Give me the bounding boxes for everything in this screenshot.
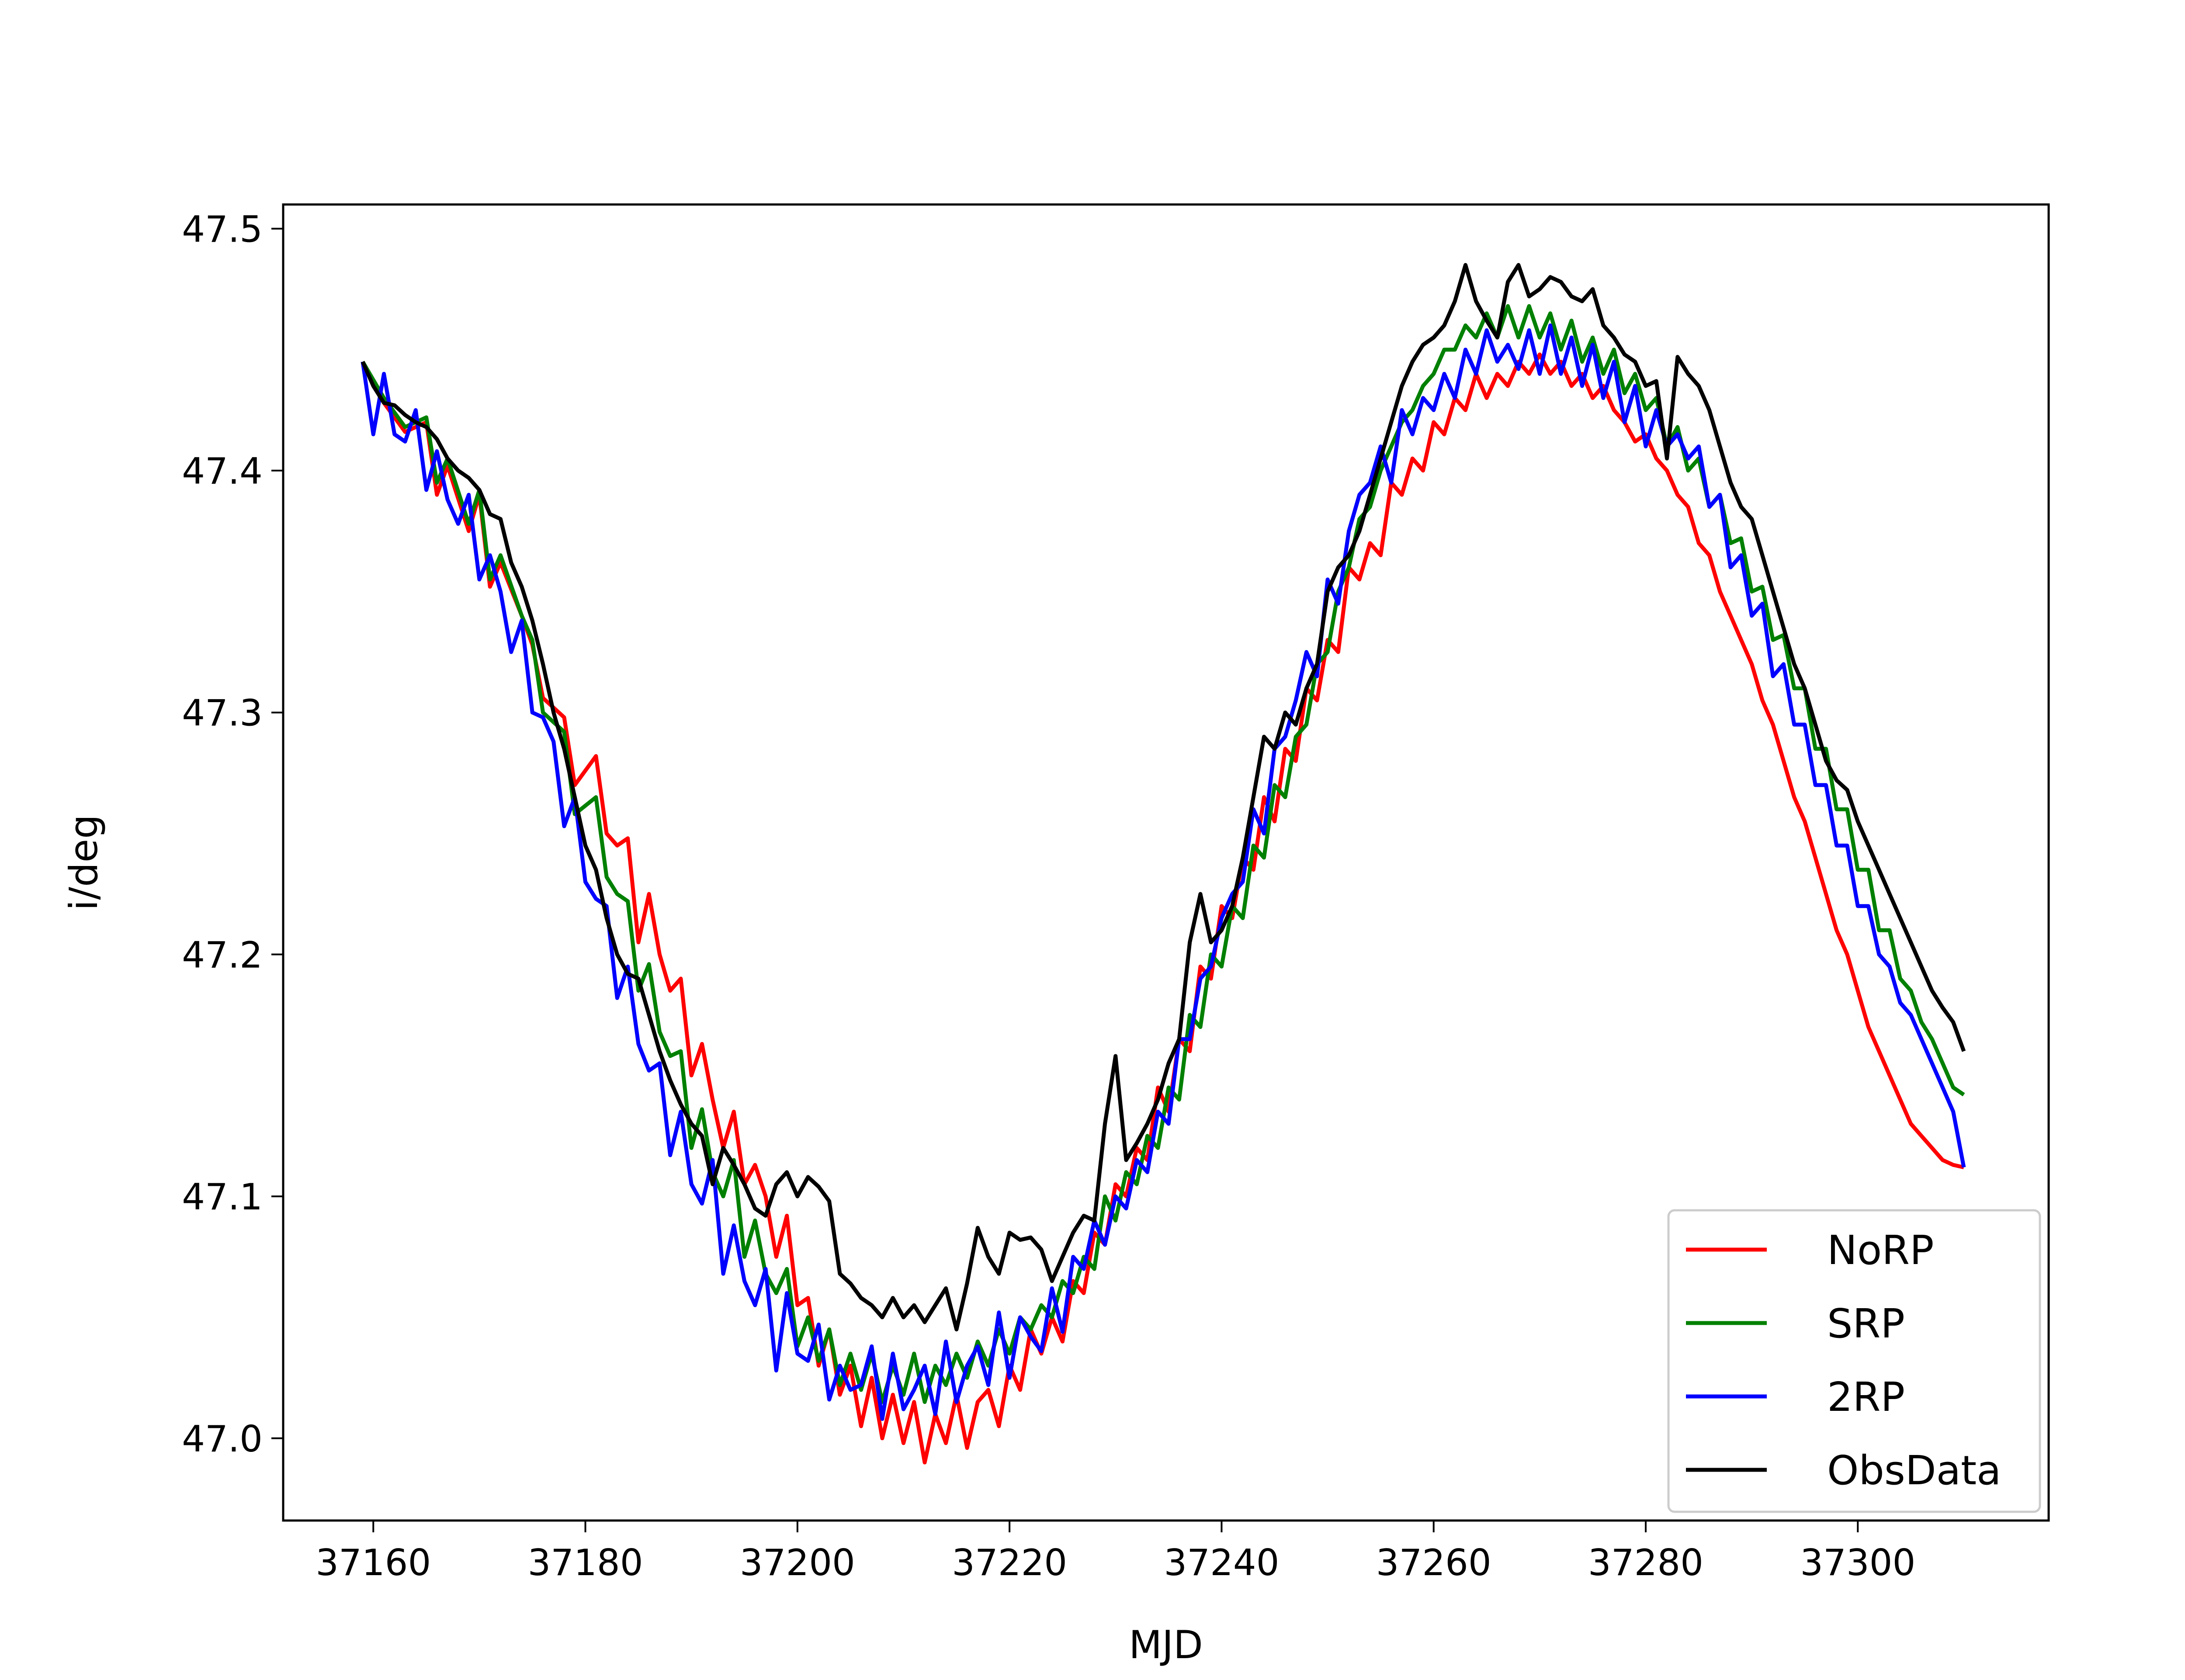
series-line-obsdata	[361, 263, 1966, 1332]
series-line-2rp	[361, 323, 1966, 1421]
series-layer	[361, 263, 1966, 1465]
x-tick-label: 37220	[952, 1541, 1067, 1584]
legend-box	[1667, 1209, 2041, 1513]
y-axis-title: i/deg	[61, 814, 106, 911]
x-tick-label: 37260	[1376, 1541, 1491, 1584]
x-tick-label: 37180	[528, 1541, 643, 1584]
x-tick-label: 37280	[1588, 1541, 1703, 1584]
x-tick-label: 37240	[1164, 1541, 1279, 1584]
x-tick-label: 37200	[740, 1541, 855, 1584]
legend: NoRP SRP 2RP ObsData	[1667, 1209, 2041, 1513]
x-tick-label: 37160	[316, 1541, 431, 1584]
legend-label-norp: NoRP	[1827, 1227, 1934, 1274]
y-axis: 47.0 47.1 47.2 47.3 47.4 47.5	[182, 208, 283, 1460]
y-tick-label: 47.2	[182, 934, 263, 976]
legend-label-obsdata: ObsData	[1827, 1447, 2001, 1494]
y-tick-label: 47.3	[182, 692, 263, 734]
y-tick-label: 47.1	[182, 1176, 263, 1218]
y-tick-label: 47.0	[182, 1418, 263, 1460]
y-tick-label: 47.4	[182, 450, 263, 492]
x-tick-label: 37300	[1800, 1541, 1915, 1584]
x-axis: 37160 37180 37200 37220 37240 37260 37280 37300	[316, 1521, 1915, 1584]
y-tick-label: 47.5	[182, 208, 263, 250]
x-axis-title: MJD	[1129, 1622, 1203, 1667]
legend-label-srp: SRP	[1827, 1300, 1905, 1347]
plot-area-frame	[282, 203, 2050, 1522]
legend-label-2rp: 2RP	[1827, 1374, 1905, 1420]
series-line-norp	[361, 352, 1964, 1465]
